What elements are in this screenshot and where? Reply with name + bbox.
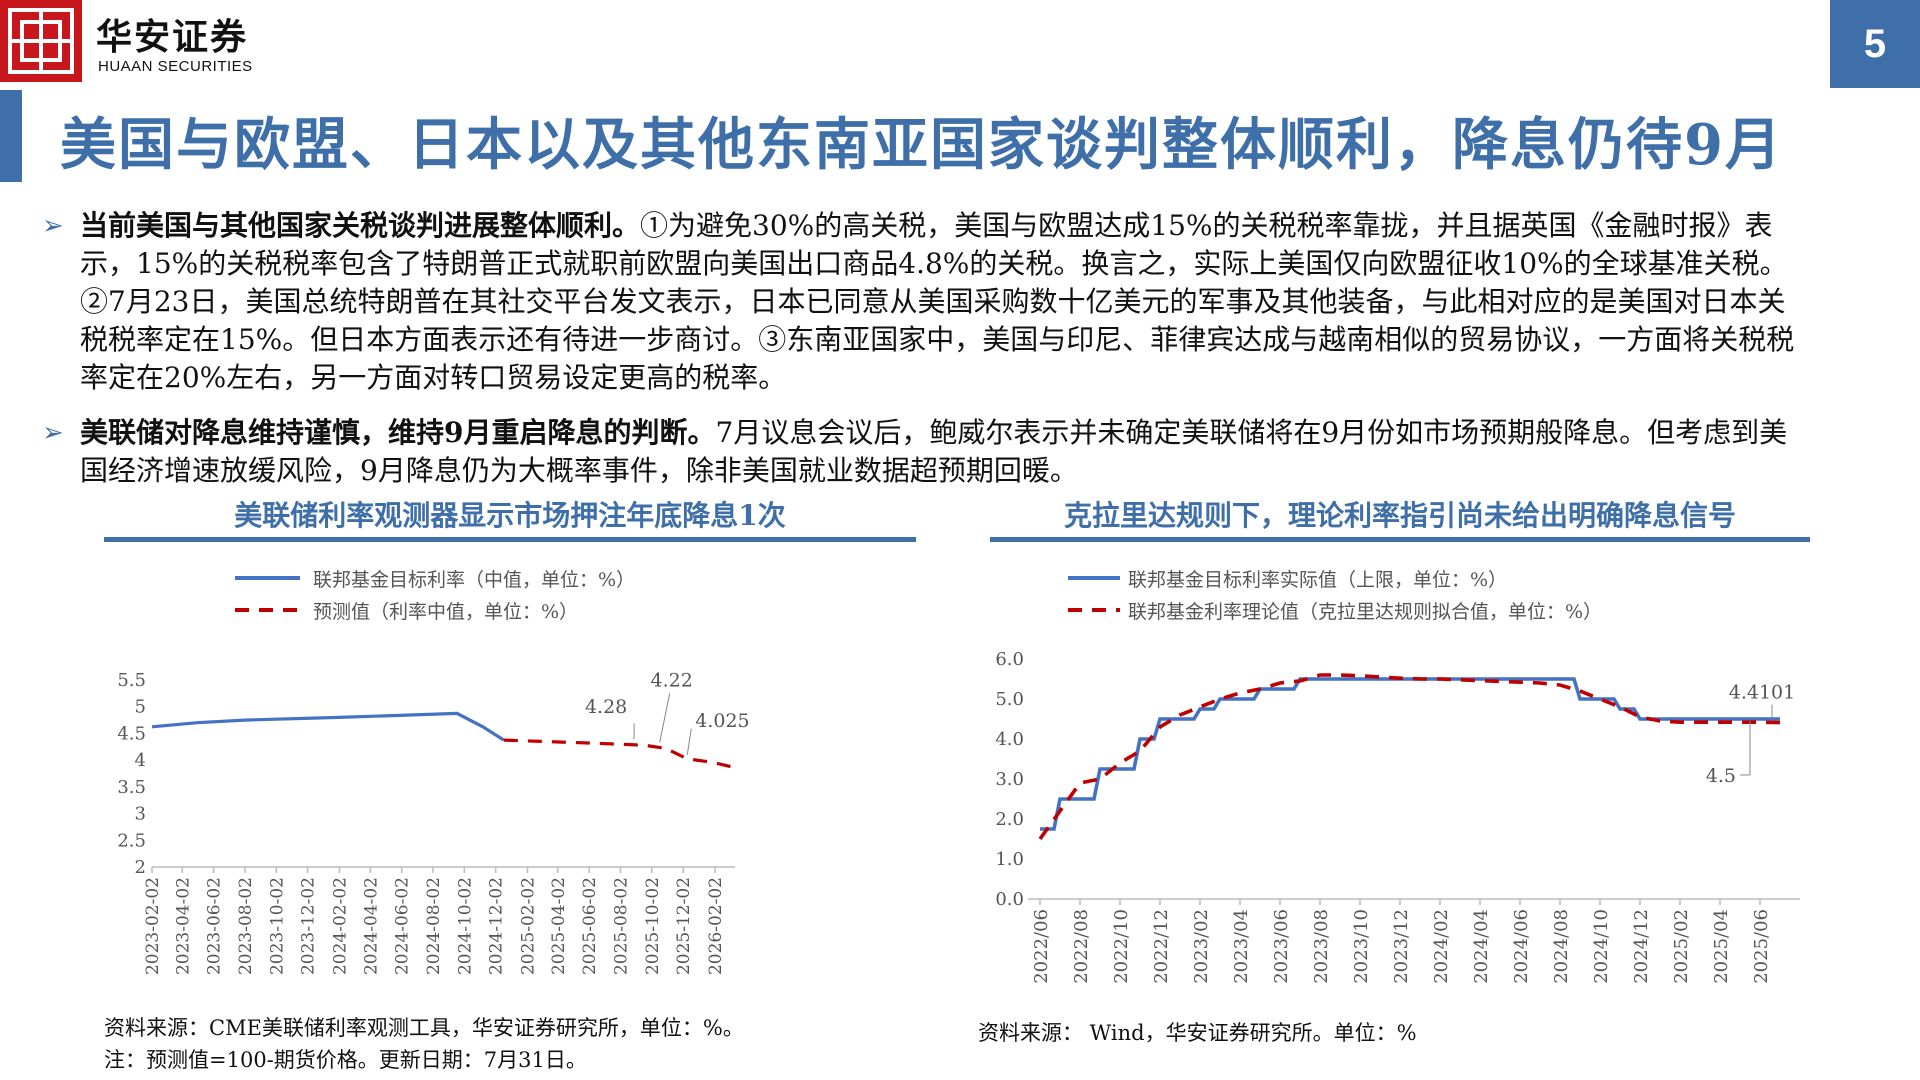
data-label: 4.22 xyxy=(651,669,693,691)
data-label: 4.025 xyxy=(695,710,749,732)
x-tick-label: 2025/04 xyxy=(1711,909,1732,984)
data-label: 4.5 xyxy=(1706,765,1736,787)
x-tick-label: 2025-10-02 xyxy=(643,877,663,975)
annotation-leader xyxy=(659,693,671,743)
legend-label: 联邦基金目标利率（中值，单位：%） xyxy=(313,569,635,591)
y-tick-label: 0.0 xyxy=(995,889,1024,910)
right-title-rule xyxy=(990,537,1810,542)
right-chart-title: 克拉里达规则下，理论利率指引尚未给出明确降息信号 xyxy=(1063,499,1736,532)
brand-name-en: HUAAN SECURITIES xyxy=(98,58,253,75)
x-tick-label: 2024-12-02 xyxy=(487,877,507,975)
x-tick-label: 2023-06-02 xyxy=(205,877,225,975)
right-chart: 联邦基金目标利率实际值（上限，单位：%） 联邦基金利率理论值（克拉里达规则拟合值，… xyxy=(995,569,1800,984)
right-source-note: 资料来源： Wind，华安证券研究所。单位：% xyxy=(978,1021,1417,1045)
bullet-fed: ➢ 美联储对降息维持谨慎，维持9月重启降息的判断。7月议息会议后，鲍威尔表示并未… xyxy=(42,414,1812,490)
x-tick-label: 2023-10-02 xyxy=(267,877,287,975)
x-tick-label: 2024/04 xyxy=(1471,909,1492,984)
x-tick-label: 2024-08-02 xyxy=(424,877,444,975)
bullet-lead: 当前美国与其他国家关税谈判进展整体顺利。 xyxy=(80,209,641,242)
x-tick-label: 2025-12-02 xyxy=(674,877,694,975)
brand-name-cn: 华安证券 xyxy=(96,16,249,58)
left-source-note: 资料来源：CME美联储利率观测工具，华安证券研究所，单位：%。 xyxy=(104,1016,744,1040)
x-tick-label: 2023-04-02 xyxy=(173,877,193,975)
y-tick-label: 3 xyxy=(135,804,146,825)
page-number: 5 xyxy=(1830,0,1920,88)
bullet-arrow-icon: ➢ xyxy=(42,211,64,241)
legend-label: 预测值（利率中值，单位：%） xyxy=(313,601,578,623)
x-tick-label: 2024-04-02 xyxy=(361,877,381,975)
series-line xyxy=(1040,677,1780,831)
x-tick-label: 2023/12 xyxy=(1391,909,1412,984)
x-tick-label: 2022/10 xyxy=(1111,909,1132,984)
y-tick-label: 5 xyxy=(135,697,146,718)
title-accent-bar xyxy=(0,90,22,182)
x-tick-label: 2023/04 xyxy=(1231,909,1252,984)
y-tick-label: 2 xyxy=(135,857,146,878)
left-title-rule xyxy=(104,537,916,542)
x-tick-label: 2023-12-02 xyxy=(299,877,319,975)
y-tick-label: 3.5 xyxy=(117,777,146,798)
y-tick-label: 5.5 xyxy=(117,670,146,691)
series-line xyxy=(1038,673,1781,841)
x-tick-label: 2025-08-02 xyxy=(611,877,631,975)
x-tick-label: 2023-02-02 xyxy=(143,877,163,975)
x-tick-label: 2024/06 xyxy=(1511,909,1532,984)
series-line xyxy=(503,738,738,770)
huaan-logo-icon xyxy=(0,0,82,82)
bullet-text: 美联储对降息维持谨慎，维持9月重启降息的判断。7月议息会议后，鲍威尔表示并未确定… xyxy=(80,414,1812,490)
legend-label: 联邦基金目标利率实际值（上限，单位：%） xyxy=(1128,569,1507,591)
x-tick-label: 2024-06-02 xyxy=(393,877,413,975)
y-tick-label: 5.0 xyxy=(995,689,1024,710)
y-tick-label: 4.5 xyxy=(117,723,146,744)
x-tick-label: 2025/02 xyxy=(1671,909,1692,984)
x-tick-label: 2022/12 xyxy=(1151,909,1172,984)
left-chart-title: 美联储利率观测器显示市场押注年底降息1次 xyxy=(234,499,786,532)
y-tick-label: 4.0 xyxy=(995,729,1024,750)
y-tick-label: 4 xyxy=(135,750,146,771)
x-tick-label: 2022/06 xyxy=(1031,909,1052,984)
x-tick-label: 2024-10-02 xyxy=(455,877,475,975)
x-tick-label: 2024/08 xyxy=(1551,909,1572,984)
annotation-leader xyxy=(686,728,692,755)
legend-label: 联邦基金利率理论值（克拉里达规则拟合值，单位：%） xyxy=(1128,601,1602,623)
y-tick-label: 3.0 xyxy=(995,769,1024,790)
x-tick-label: 2025-04-02 xyxy=(549,877,569,975)
data-label: 4.28 xyxy=(585,696,627,718)
y-tick-label: 2.5 xyxy=(117,830,146,851)
x-tick-label: 2025-06-02 xyxy=(580,877,600,975)
y-tick-label: 2.0 xyxy=(995,809,1024,830)
left-footnote: 注：预测值=100-期货价格。更新日期：7月31日。 xyxy=(104,1048,587,1072)
x-tick-label: 2024/02 xyxy=(1431,909,1452,984)
left-chart: 联邦基金目标利率（中值，单位：%） 预测值（利率中值，单位：%） 5.5 5 4.5 4 3… xyxy=(117,569,749,975)
x-tick-label: 2024-02-02 xyxy=(330,877,350,975)
x-tick-label: 2025/06 xyxy=(1751,909,1772,984)
bullet-text: 当前美国与其他国家关税谈判进展整体顺利。①为避免30%的高关税，美国与欧盟达成1… xyxy=(80,207,1812,397)
bullet-body: 7月议息会议后，鲍威尔表示并未确定美联储将在9月份如市场预期般降息。但考虑到美国… xyxy=(80,416,1788,487)
y-tick-label: 6.0 xyxy=(995,649,1024,670)
x-tick-label: 2022/08 xyxy=(1071,909,1092,984)
page-title: 美国与欧盟、日本以及其他东南亚国家谈判整体顺利，降息仍待9月 xyxy=(60,112,1783,178)
x-tick-label: 2023/10 xyxy=(1351,909,1372,984)
x-tick-label: 2024/10 xyxy=(1591,909,1612,984)
x-tick-label: 2023/02 xyxy=(1191,909,1212,984)
bullet-tariff: ➢ 当前美国与其他国家关税谈判进展整体顺利。①为避免30%的高关税，美国与欧盟达… xyxy=(42,207,1812,397)
logo-mark xyxy=(0,0,82,82)
y-tick-label: 1.0 xyxy=(995,849,1024,870)
bullet-arrow-icon: ➢ xyxy=(42,418,64,448)
bullet-body: ①为避免30%的高关税，美国与欧盟达成15%的关税税率靠拢，并且据英国《金融时报… xyxy=(80,209,1795,394)
series-line xyxy=(151,711,505,742)
x-tick-label: 2024/12 xyxy=(1631,909,1652,984)
x-tick-label: 2023/08 xyxy=(1311,909,1332,984)
data-label: 4.4101 xyxy=(1729,682,1795,704)
x-tick-label: 2023/06 xyxy=(1271,909,1292,984)
x-tick-label: 2026-02-02 xyxy=(706,877,726,975)
x-tick-label: 2025-02-02 xyxy=(519,877,539,975)
x-tick-label: 2023-08-02 xyxy=(236,877,256,975)
bullet-lead: 美联储对降息维持谨慎，维持9月重启降息的判断。 xyxy=(80,416,716,449)
